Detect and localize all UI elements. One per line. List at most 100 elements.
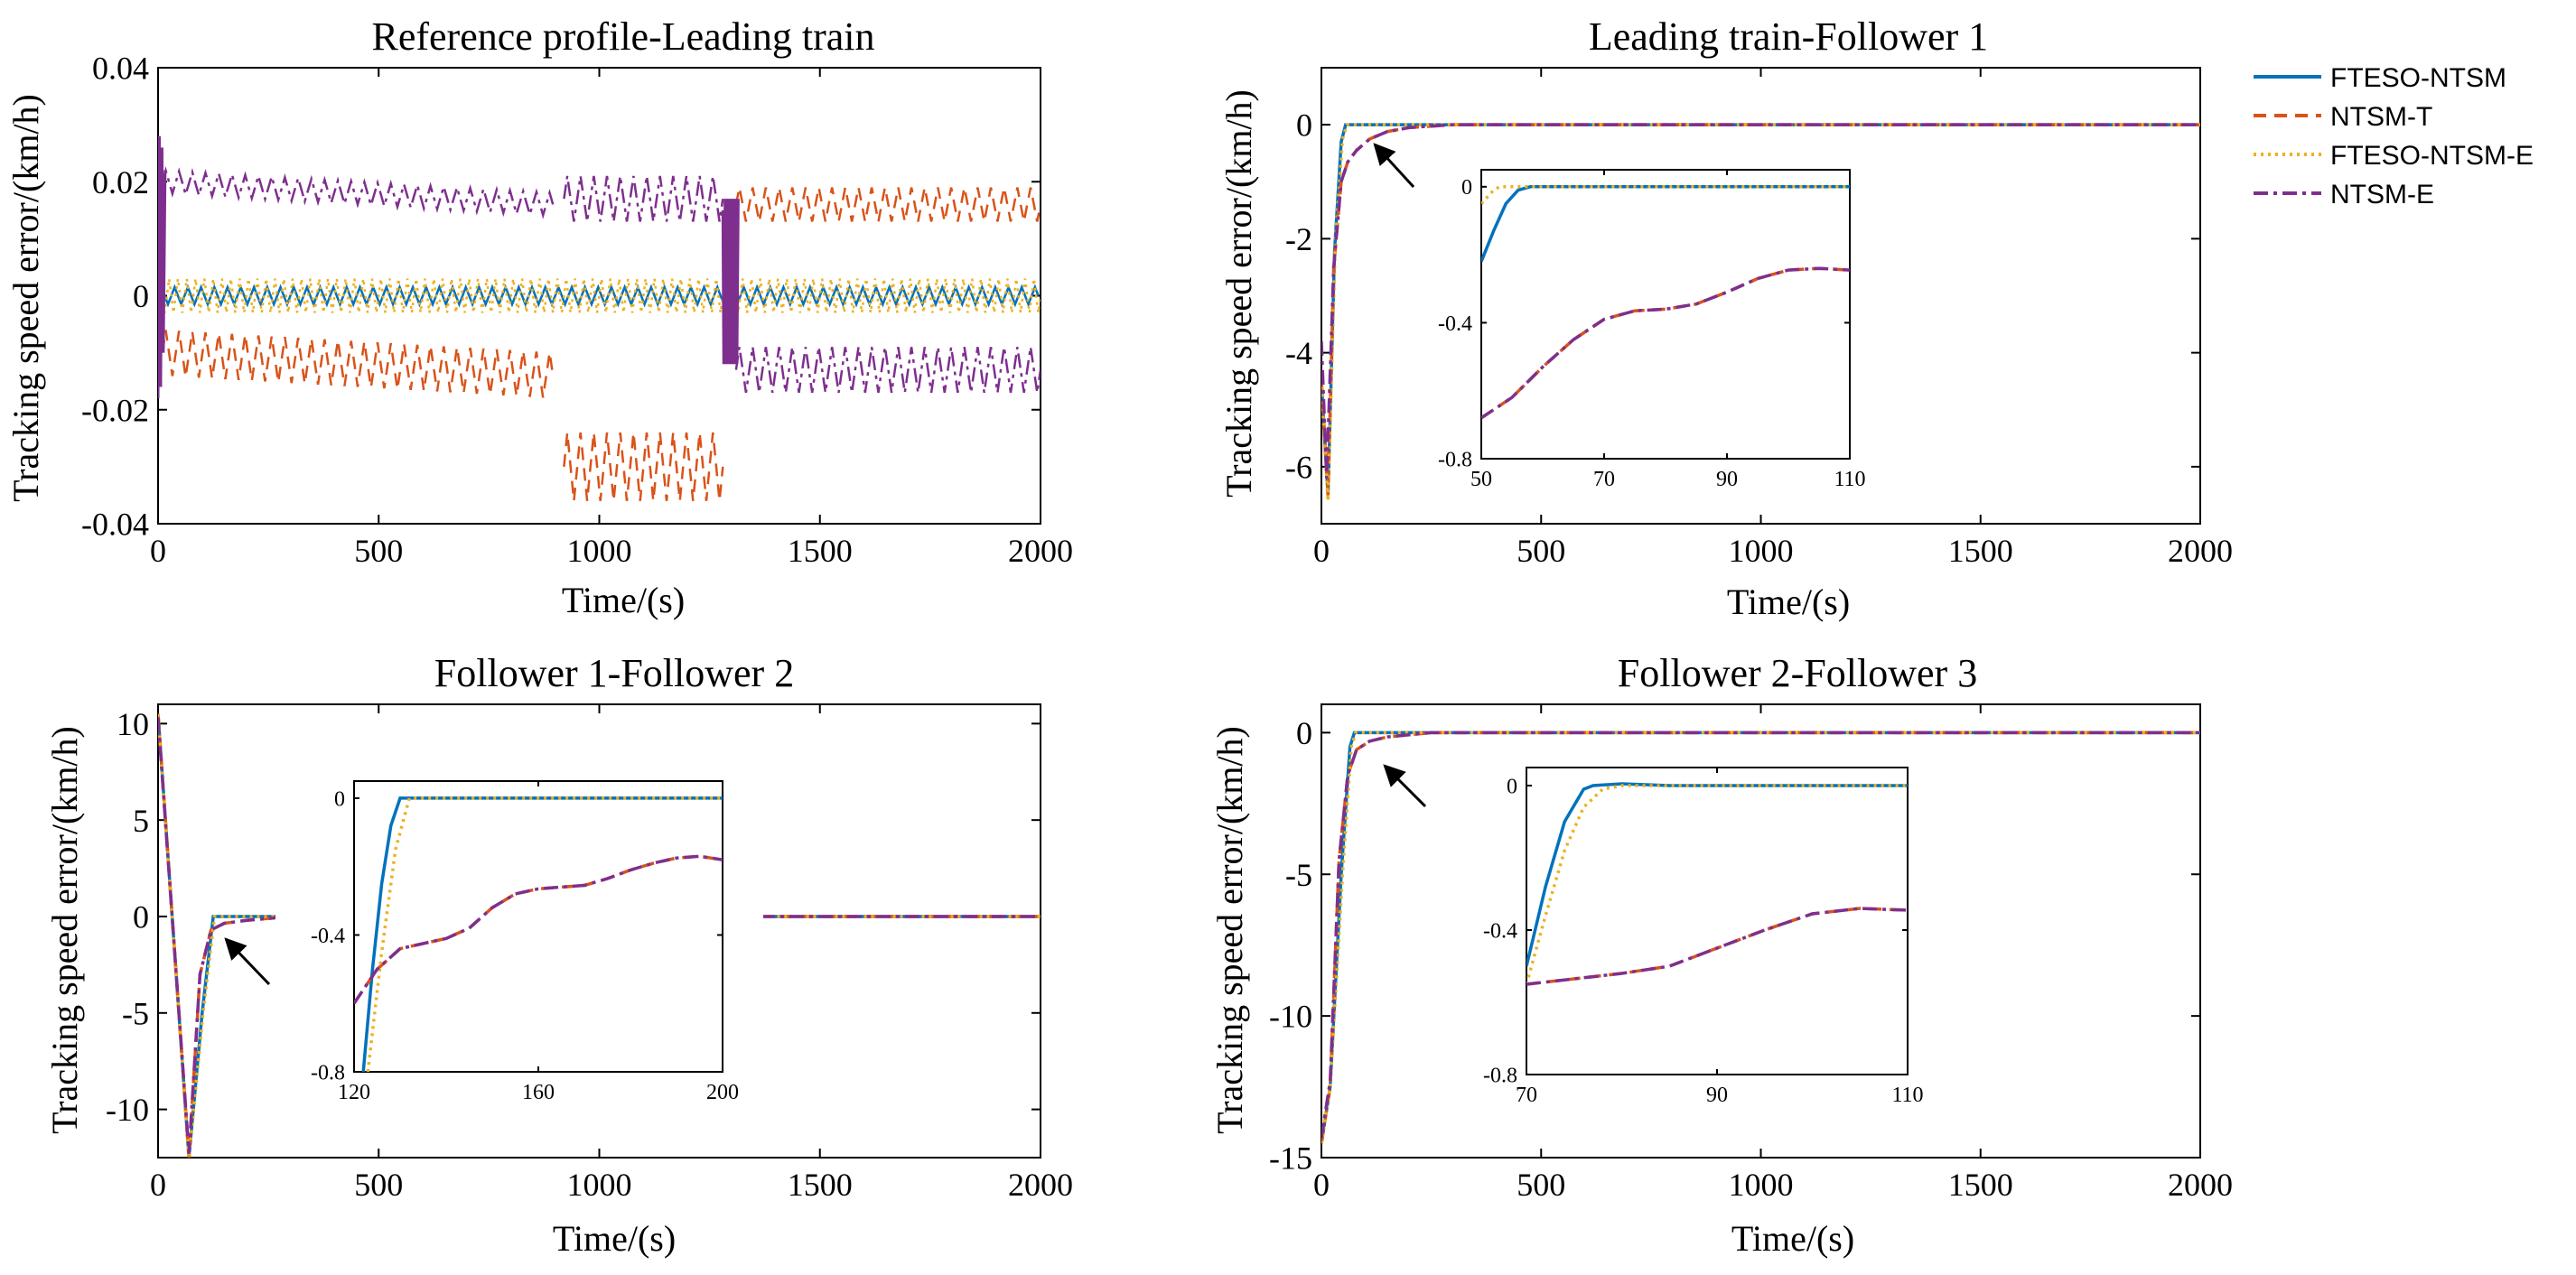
panel-2-inset-xtick-label: 70 — [1593, 468, 1615, 491]
panel-4-arrow — [1383, 764, 1427, 808]
legend-label-ntsm-e: NTSM-E — [2330, 180, 2434, 209]
panel-1-xtick-label: 1000 — [567, 533, 632, 569]
panel-3-inset: 120 160 200 -0.8 -0.4 0 — [311, 780, 739, 1104]
panel-1-plot: 0 500 1000 1500 2000 -0.04 -0.02 0 0.02 0.04 — [81, 51, 1073, 569]
legend-label-fteso-ntsm: FTESO-NTSM — [2330, 63, 2506, 93]
panel-4-inset-xtick-label: 70 — [1516, 1084, 1537, 1107]
panel-1-xlabel: Time/(s) — [562, 580, 685, 620]
panel-2-inset-series-ntsm-e — [1481, 266, 1850, 420]
panel-2-xtick-label: 500 — [1517, 533, 1565, 569]
panel-4-inset-ytick-label: -0.4 — [1483, 919, 1517, 943]
panel-4-series-ntsm-e — [1321, 731, 2200, 1139]
panel-2-ylabel: Tracking speed error/(km/h) — [1218, 89, 1259, 498]
panel-3-ytick-label: -5 — [122, 995, 149, 1031]
panel-4-inset-ytick-label: -0.8 — [1483, 1064, 1517, 1087]
panel-1-spike-start — [158, 135, 167, 399]
panel-3-inset-series-fteso-ntsm — [361, 796, 723, 1072]
panel-1-ytick-label: 0.02 — [92, 164, 149, 200]
panel-4-inset-xtick-label: 110 — [1891, 1084, 1923, 1107]
panel-2-ytick-label: -6 — [1285, 449, 1312, 485]
panel-3-inset-ytick-label: -0.8 — [311, 1061, 345, 1084]
legend-entry-ntsm-e: NTSM-E — [2254, 180, 2434, 209]
panel-3-inset-xtick-label: 200 — [706, 1081, 739, 1104]
panel-1-ytick-label: -0.02 — [81, 392, 149, 428]
panel-3-xtick-label: 500 — [354, 1167, 403, 1203]
legend-label-ntsm-t: NTSM-T — [2330, 102, 2432, 132]
panel-4-xtick-label: 500 — [1517, 1167, 1565, 1203]
panel-2-inset: 50 70 90 110 -0.8 -0.4 0 — [1438, 169, 1866, 491]
panel-2-xlabel: Time/(s) — [1727, 582, 1850, 622]
panel-1-ylabel: Tracking speed error/(km/h) — [5, 94, 46, 502]
legend-entry-fteso-ntsm: FTESO-NTSM — [2254, 63, 2506, 93]
panel-1-series-ntsm-e — [161, 166, 1041, 393]
panel-4-inset-xtick-label: 90 — [1706, 1084, 1728, 1107]
panel-3-arrow — [224, 937, 271, 986]
panel-2-arrow — [1373, 143, 1415, 189]
panel-4-inset: 70 90 110 -0.8 -0.4 0 — [1483, 767, 1924, 1107]
panel-3-inset-ytick-label: -0.4 — [311, 925, 345, 948]
panel-4-ylabel: Tracking speed error/(km/h) — [1209, 726, 1250, 1134]
panel-3-xtick-label: 0 — [150, 1167, 166, 1203]
panel-4-xtick-label: 1500 — [1948, 1167, 2013, 1203]
panel-2-inset-ytick-label: 0 — [1461, 176, 1472, 200]
panel-3-inset-xtick-label: 120 — [338, 1081, 370, 1104]
panel-2-ytick-label: -2 — [1285, 221, 1312, 257]
panel-4-inset-series-ntsm-e — [1526, 907, 1908, 986]
panel-4: Follower 2-Follower 3 0 500 1000 1500 2000 -1… — [1209, 651, 2233, 1259]
panel-3-xlabel: Time/(s) — [553, 1218, 676, 1259]
panel-1-ytick-label: 0.04 — [92, 51, 149, 87]
panel-4-ytick-label: -15 — [1269, 1140, 1312, 1177]
legend: FTESO-NTSM NTSM-T FTESO-NTSM-E NTSM-E — [2254, 63, 2534, 209]
panel-3-ylabel: Tracking speed error/(km/h) — [44, 726, 85, 1134]
panel-1-ytick-label: -0.04 — [81, 507, 149, 543]
panel-2-title: Leading train-Follower 1 — [1589, 14, 1988, 59]
panel-2-inset-xtick-label: 90 — [1716, 468, 1738, 491]
panel-1: Reference profile-Leading train 0 500 1000… — [5, 14, 1073, 620]
panel-3-inset-xtick-label: 160 — [522, 1081, 555, 1104]
panel-3-title: Follower 1-Follower 2 — [434, 651, 794, 695]
panel-2: Leading train-Follower 1 0 500 1000 1500 200… — [1218, 14, 2233, 622]
panel-1-xtick-label: 2000 — [1008, 533, 1073, 569]
panel-3-inset-series-ntsm-e — [354, 854, 723, 1005]
panel-2-inset-frame — [1480, 169, 1851, 460]
panel-4-xtick-label: 0 — [1313, 1167, 1330, 1203]
panel-1-xtick-label: 1500 — [788, 533, 853, 569]
panel-2-xtick-label: 1000 — [1729, 533, 1794, 569]
panel-4-title: Follower 2-Follower 3 — [1618, 651, 1977, 695]
legend-entry-ntsm-t: NTSM-T — [2254, 102, 2432, 132]
panel-2-series-ntsm-e — [1321, 123, 2200, 479]
legend-label-fteso-ntsm-e: FTESO-NTSM-E — [2330, 141, 2534, 171]
panel-1-spike-mid — [721, 199, 740, 365]
panel-3-ytick-label: 0 — [133, 899, 149, 935]
panel-3-inset-frame — [353, 780, 723, 1073]
panel-3-xtick-label: 2000 — [1008, 1167, 1073, 1203]
panel-2-xtick-label: 2000 — [2168, 533, 2233, 569]
panel-3-ytick-label: 10 — [117, 706, 149, 742]
panel-1-title: Reference profile-Leading train — [371, 14, 874, 59]
panel-1-series-ntsm-t — [161, 187, 1041, 501]
panel-1-ytick-label: 0 — [133, 278, 149, 314]
panel-4-xtick-label: 2000 — [2168, 1167, 2233, 1203]
panel-4-xtick-label: 1000 — [1729, 1167, 1794, 1203]
panel-4-xlabel: Time/(s) — [1731, 1218, 1854, 1259]
panel-3: Follower 1-Follower 2 0 500 1000 1500 2000-1… — [44, 651, 1073, 1259]
panel-3-xtick-label: 1000 — [567, 1167, 632, 1203]
panel-4-inset-ytick-label: 0 — [1507, 775, 1517, 798]
panel-3-ytick-label: -10 — [106, 1092, 149, 1128]
panel-2-xtick-label: 1500 — [1948, 533, 2013, 569]
panel-4-inset-series-fteso-ntsm-e — [1526, 784, 1908, 985]
panel-4-ytick-label: -5 — [1285, 857, 1312, 893]
panel-2-inset-series-fteso-ntsm-e — [1481, 185, 1850, 205]
panel-4-series-fteso-ntsm-e — [1321, 731, 2200, 1144]
panel-4-inset-series-fteso-ntsm — [1526, 782, 1908, 967]
panel-3-inset-ytick-label: 0 — [334, 787, 345, 811]
panel-2-inset-ytick-label: -0.8 — [1438, 448, 1472, 471]
panel-1-xtick-label: 0 — [150, 533, 166, 569]
panel-2-xtick-label: 0 — [1313, 533, 1330, 569]
panel-3-plot: 0 500 1000 1500 2000 -10 -5 0 5 10 120 160 200 -0.8 -0… — [106, 703, 1073, 1203]
panel-4-ytick-label: 0 — [1296, 715, 1312, 751]
panel-1-series-fteso-ntsm-e — [158, 278, 1041, 313]
panel-2-ytick-label: -4 — [1285, 335, 1312, 371]
panel-1-xtick-label: 500 — [354, 533, 403, 569]
